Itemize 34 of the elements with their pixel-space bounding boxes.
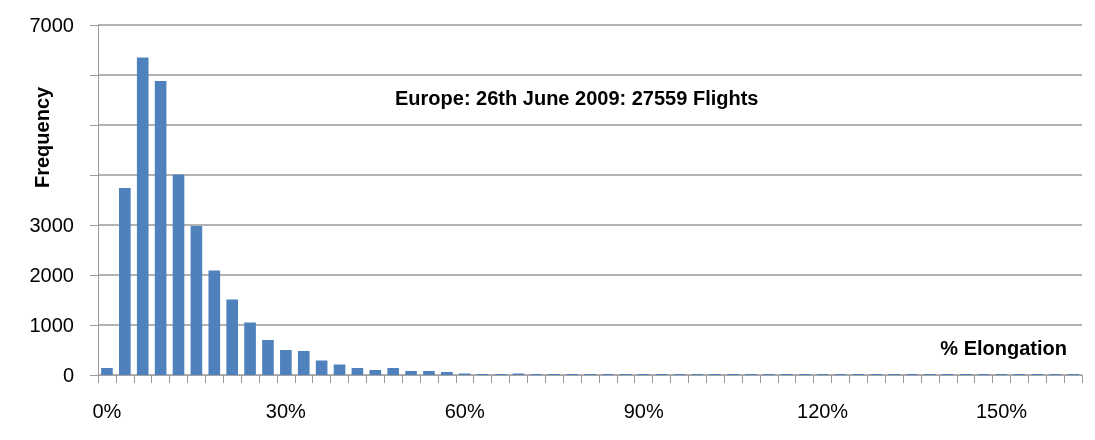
bar (423, 371, 435, 375)
bar (262, 340, 274, 375)
bar (297, 351, 310, 375)
bar (136, 57, 149, 375)
y-tick-label: 3000 (29, 214, 74, 236)
x-tick-label: 60% (444, 400, 485, 422)
bar (280, 350, 292, 375)
bar (351, 368, 364, 375)
bar (387, 368, 400, 375)
x-axis-title: % Elongation (940, 337, 1068, 359)
y-tick-label: 1000 (29, 314, 74, 336)
bar (101, 368, 113, 375)
x-tick-label: 90% (623, 400, 664, 422)
y-tick-label: 0 (62, 364, 74, 386)
y-tick-label: 2000 (29, 264, 74, 286)
bar (208, 270, 221, 375)
bar (315, 360, 328, 375)
bar (119, 188, 131, 375)
x-tick-label: 0% (92, 400, 122, 422)
bar (369, 370, 382, 375)
bar (154, 81, 167, 375)
bar (226, 299, 238, 375)
x-tick-label: 30% (265, 400, 307, 422)
bar (333, 364, 346, 375)
x-tick-label: 120% (797, 400, 849, 422)
y-axis-title: Frequency (31, 85, 53, 188)
bar (441, 372, 453, 375)
bar (172, 174, 185, 375)
bar (405, 371, 417, 375)
bar (190, 226, 203, 375)
text: Europe: 26th June 2009: 27559 Flights (395, 87, 759, 109)
x-tick-label: 150% (975, 400, 1028, 422)
bar (244, 322, 256, 375)
y-tick-label: 7000 (29, 14, 74, 36)
